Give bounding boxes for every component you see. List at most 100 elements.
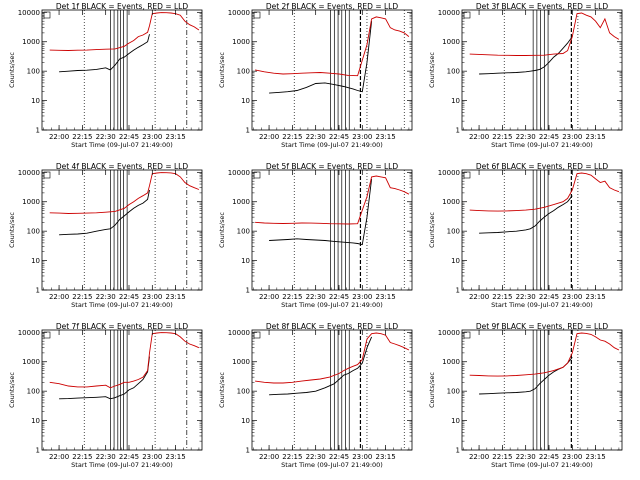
y-tick-label: 1	[246, 287, 250, 295]
x-tick-label: 22:15	[492, 133, 512, 141]
series-events-line	[59, 356, 150, 400]
x-tick-label: 22:00	[49, 133, 69, 141]
x-tick-label: 23:00	[352, 133, 372, 141]
y-tick-label: 10000	[228, 9, 250, 17]
x-axis-label: Start Time (09-Jul-07 21:49:00)	[491, 301, 593, 309]
series-lld-line	[49, 332, 200, 389]
series-events-line	[269, 178, 373, 246]
x-tick-label: 22:15	[72, 293, 92, 301]
plot-frame	[41, 329, 203, 451]
y-tick-label: 100	[27, 228, 40, 236]
series-lld-line	[49, 172, 200, 214]
y-tick-label: 10000	[228, 329, 250, 337]
corner-box-icon	[43, 331, 51, 339]
panel-det-2f: 1 10 100 1000 10000 22:00 22:15 22:30 22:45 23:00…	[218, 2, 413, 149]
x-tick-label: 22:00	[469, 453, 489, 461]
series-lld-line	[49, 12, 200, 51]
series-events-line	[59, 34, 150, 73]
x-tick-label: 23:00	[142, 453, 162, 461]
x-tick-label: 23:15	[166, 453, 186, 461]
y-tick-label: 100	[237, 68, 250, 76]
x-tick-label: 23:15	[376, 453, 396, 461]
y-tick-label: 1	[456, 447, 460, 455]
y-tick-label: 1	[246, 447, 250, 455]
y-tick-label: 1	[36, 127, 40, 135]
y-tick-label: 100	[447, 68, 460, 76]
y-axis-label: Counts/sec	[428, 52, 436, 88]
y-axis-label: Counts/sec	[428, 372, 436, 408]
y-axis-label: Counts/sec	[8, 212, 16, 248]
y-axis-label: Counts/sec	[428, 212, 436, 248]
x-tick-label: 23:00	[142, 293, 162, 301]
y-tick-label: 10000	[18, 329, 40, 337]
panel-title: Det 7f BLACK = Events, RED = LLD	[56, 322, 189, 331]
x-tick-label: 22:30	[96, 133, 116, 141]
series-lld-line	[469, 172, 620, 212]
x-tick-label: 23:00	[352, 293, 372, 301]
y-tick-label: 10	[241, 257, 250, 265]
y-tick-label: 1	[246, 127, 250, 135]
plot-frame	[251, 9, 413, 131]
y-tick-label: 10	[451, 257, 460, 265]
y-tick-label: 10000	[438, 169, 460, 177]
plot-frame	[461, 169, 623, 291]
x-tick-label: 23:00	[562, 133, 582, 141]
y-tick-label: 100	[237, 228, 250, 236]
series-lld-line	[255, 332, 410, 384]
x-tick-label: 23:00	[352, 453, 372, 461]
x-tick-label: 22:30	[306, 293, 326, 301]
series-lld-line	[255, 16, 410, 77]
panel-det-7f: 1 10 100 1000 10000 22:00 22:15 22:30 22:45 23:00…	[8, 322, 203, 469]
y-tick-label: 10	[241, 417, 250, 425]
plot-frame	[41, 9, 203, 131]
x-tick-label: 22:00	[259, 453, 279, 461]
y-tick-label: 10	[31, 417, 40, 425]
y-axis-label: Counts/sec	[8, 52, 16, 88]
y-tick-label: 10000	[18, 9, 40, 17]
plot-frame	[461, 9, 623, 131]
y-tick-label: 1	[36, 447, 40, 455]
y-tick-label: 1	[456, 287, 460, 295]
y-tick-label: 1	[36, 287, 40, 295]
x-tick-label: 22:30	[96, 293, 116, 301]
corner-box-icon	[463, 331, 471, 339]
y-tick-label: 10	[31, 257, 40, 265]
y-tick-label: 10000	[438, 9, 460, 17]
x-tick-label: 22:15	[72, 133, 92, 141]
x-tick-label: 23:15	[376, 293, 396, 301]
y-axis-label: Counts/sec	[8, 372, 16, 408]
y-tick-label: 1000	[232, 38, 250, 46]
panel-det-4f: 1 10 100 1000 10000 22:00 22:15 22:30 22:45 23:00…	[8, 162, 203, 309]
x-tick-label: 22:30	[306, 133, 326, 141]
series-events-line	[479, 195, 573, 234]
y-tick-label: 100	[237, 388, 250, 396]
x-tick-label: 22:30	[516, 453, 536, 461]
y-tick-label: 100	[27, 388, 40, 396]
plot-frame	[461, 329, 623, 451]
x-tick-label: 22:45	[539, 293, 559, 301]
y-tick-label: 10000	[228, 169, 250, 177]
series-lld-line	[255, 175, 410, 225]
corner-box-icon	[253, 331, 261, 339]
x-tick-label: 22:45	[539, 453, 559, 461]
y-axis-label: Counts/sec	[218, 212, 226, 248]
panel-det-9f: 1 10 100 1000 10000 22:00 22:15 22:30 22:45 23:00…	[428, 322, 623, 469]
panel-title: Det 2f BLACK = Events, RED = LLD	[266, 2, 399, 11]
x-tick-label: 22:00	[49, 293, 69, 301]
x-tick-label: 22:45	[329, 133, 349, 141]
x-tick-label: 22:15	[492, 293, 512, 301]
corner-box-icon	[463, 171, 471, 179]
x-tick-label: 22:30	[306, 453, 326, 461]
x-tick-label: 22:45	[119, 293, 139, 301]
y-tick-label: 1000	[232, 198, 250, 206]
series-events-line	[269, 21, 373, 94]
y-axis-label: Counts/sec	[218, 372, 226, 408]
panel-title: Det 5f BLACK = Events, RED = LLD	[266, 162, 399, 171]
x-tick-label: 23:15	[376, 133, 396, 141]
panel-title: Det 3f BLACK = Events, RED = LLD	[476, 2, 609, 11]
x-axis-label: Start Time (09-Jul-07 21:49:00)	[281, 461, 383, 469]
x-tick-label: 22:45	[539, 133, 559, 141]
x-tick-label: 22:45	[119, 133, 139, 141]
x-tick-label: 22:00	[259, 133, 279, 141]
